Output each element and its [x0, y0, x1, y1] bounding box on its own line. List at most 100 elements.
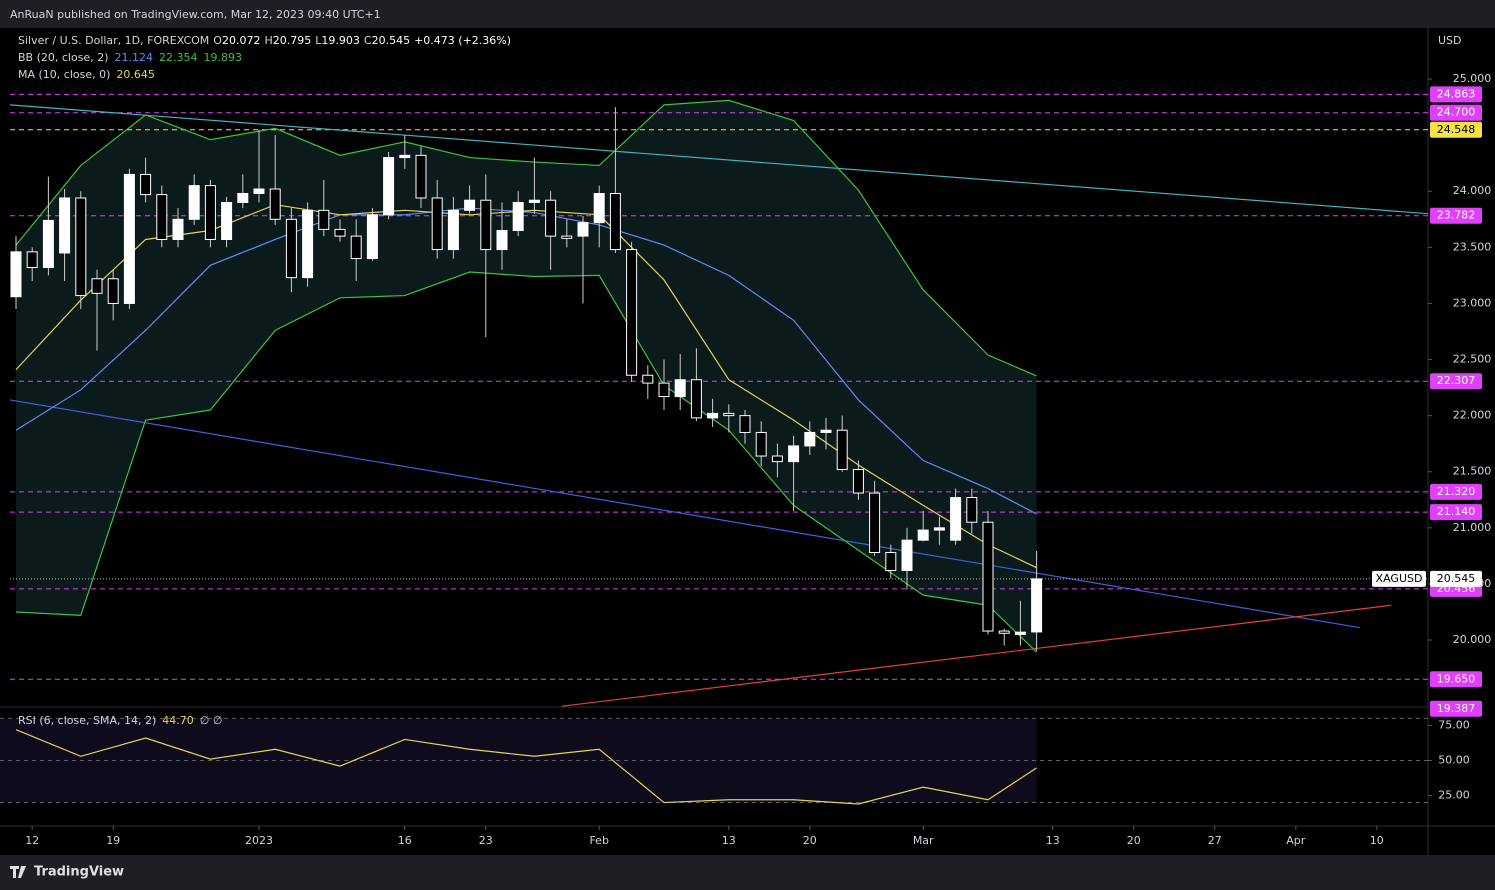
- candle-body: [674, 379, 686, 398]
- rsi-band-bg: [0, 718, 1037, 803]
- legend-item: 20.072: [222, 34, 261, 47]
- candle-body: [172, 218, 184, 240]
- candle-body: [237, 192, 249, 203]
- y-tick-label: 21.000: [1453, 521, 1492, 534]
- candle-body: [415, 154, 427, 199]
- level-box: [1430, 104, 1482, 121]
- legend-row: MA (10, close, 0) 20.645: [18, 68, 155, 81]
- candle-body: [383, 157, 395, 216]
- candle-body: [447, 209, 459, 251]
- x-tick-label: 13: [722, 834, 736, 847]
- candle-body: [885, 552, 897, 571]
- candle-body: [788, 445, 800, 463]
- candle-body: [901, 539, 913, 571]
- legend-item: H: [264, 34, 272, 47]
- plot: 12 19 2023 16 23 Feb 13 20 Mar 13 20 27 Apr 10 20.000 2…: [0, 72, 1491, 847]
- candle-body: [480, 199, 492, 251]
- legend-item: L: [315, 34, 322, 47]
- trendline: [9, 399, 1361, 629]
- legend-row: RSI (6, close, SMA, 14, 2) 44.70 ∅ ∅: [18, 714, 222, 727]
- brand-logo: [10, 866, 26, 878]
- y-tick-label: 21.500: [1453, 465, 1492, 478]
- candle-body: [771, 455, 783, 463]
- candle-body: [26, 251, 38, 269]
- candle-body: [836, 429, 848, 470]
- level-box: [1430, 121, 1482, 138]
- candle-body: [626, 249, 638, 376]
- y-tick-label: 22.500: [1453, 353, 1492, 366]
- legend-item: MA (10, close, 0): [18, 68, 110, 81]
- candle-body: [253, 188, 265, 194]
- x-tick-label: 2023: [245, 834, 273, 847]
- x-tick-label: 16: [398, 834, 412, 847]
- candle-body: [140, 173, 152, 196]
- x-tick-label: 13: [1046, 834, 1060, 847]
- y-tick-label: 23.000: [1453, 296, 1492, 309]
- candle-body: [285, 218, 297, 279]
- candle-body: [723, 412, 735, 417]
- candle-body: [820, 429, 832, 433]
- candle-body: [221, 201, 233, 240]
- level-label: 22.307: [1437, 374, 1476, 387]
- main-pane: [9, 93, 1428, 707]
- x-tick-label: 20: [803, 834, 817, 847]
- candle-body: [528, 199, 540, 203]
- level-label: 24.548: [1437, 123, 1476, 136]
- y-tick-label: 23.500: [1453, 240, 1492, 253]
- rsi-y-tick-label: 25.00: [1438, 789, 1470, 802]
- candle-body: [998, 630, 1010, 634]
- level-label: 24.700: [1437, 106, 1476, 119]
- level-box: [1430, 483, 1482, 500]
- y-tick-label: 20.000: [1453, 633, 1492, 646]
- x-tick-label: 10: [1370, 834, 1384, 847]
- x-tick-label: 20: [1127, 834, 1141, 847]
- candle-body: [512, 201, 524, 232]
- rsi-line: [15, 729, 1037, 805]
- candle-body: [464, 199, 476, 211]
- candle-body: [917, 529, 929, 541]
- legend-item: 20.545: [372, 34, 411, 47]
- candle-body: [593, 192, 605, 224]
- legend-item: 44.70: [162, 714, 194, 727]
- x-tick-label: Feb: [589, 834, 608, 847]
- legend-item: 20.645: [116, 68, 155, 81]
- x-tick-label: 23: [479, 834, 493, 847]
- y-tick-label: 25.000: [1453, 72, 1492, 85]
- legend-item: +0.473 (+2.36%): [414, 34, 511, 47]
- legend-item: 21.124: [115, 51, 154, 64]
- candle-body: [658, 382, 670, 398]
- level-label: 21.320: [1437, 485, 1476, 498]
- candle-body: [707, 412, 719, 419]
- candle-body: [545, 199, 557, 237]
- candle-body: [496, 230, 508, 251]
- bb-fill: [15, 100, 1037, 653]
- publisher: AnRuaN published on TradingView.com, Mar…: [10, 8, 381, 21]
- candle-body: [302, 209, 314, 279]
- candle-body: [318, 209, 330, 230]
- candle-body: [755, 431, 767, 457]
- legend: Silver / U.S. Dollar, 1D, FOREXCOM O20.07…: [18, 34, 511, 727]
- trendline: [9, 104, 1428, 215]
- candle-body: [399, 154, 411, 159]
- level-label: 19.387: [1437, 702, 1476, 715]
- candle-body: [642, 374, 654, 384]
- candle-body: [269, 188, 281, 220]
- legend-item: C: [364, 34, 372, 47]
- candle-body: [431, 197, 443, 251]
- x-tick-label: Mar: [913, 834, 934, 847]
- level-box: [1430, 207, 1482, 224]
- candle-body: [739, 415, 751, 433]
- candle-body: [42, 219, 54, 269]
- candle-body: [75, 197, 87, 297]
- price-box: [1430, 570, 1482, 587]
- legend-item: ∅ ∅: [200, 714, 223, 727]
- candle-body: [91, 278, 103, 294]
- level-label: 24.863: [1437, 87, 1476, 100]
- y-tick-label: 22.000: [1453, 409, 1492, 422]
- candle-body: [10, 251, 22, 298]
- candle-body: [609, 192, 621, 251]
- candle-body: [852, 468, 864, 494]
- rsi-y-tick-label: 50.00: [1438, 753, 1470, 766]
- rsi-y-tick-label: 75.00: [1438, 718, 1470, 731]
